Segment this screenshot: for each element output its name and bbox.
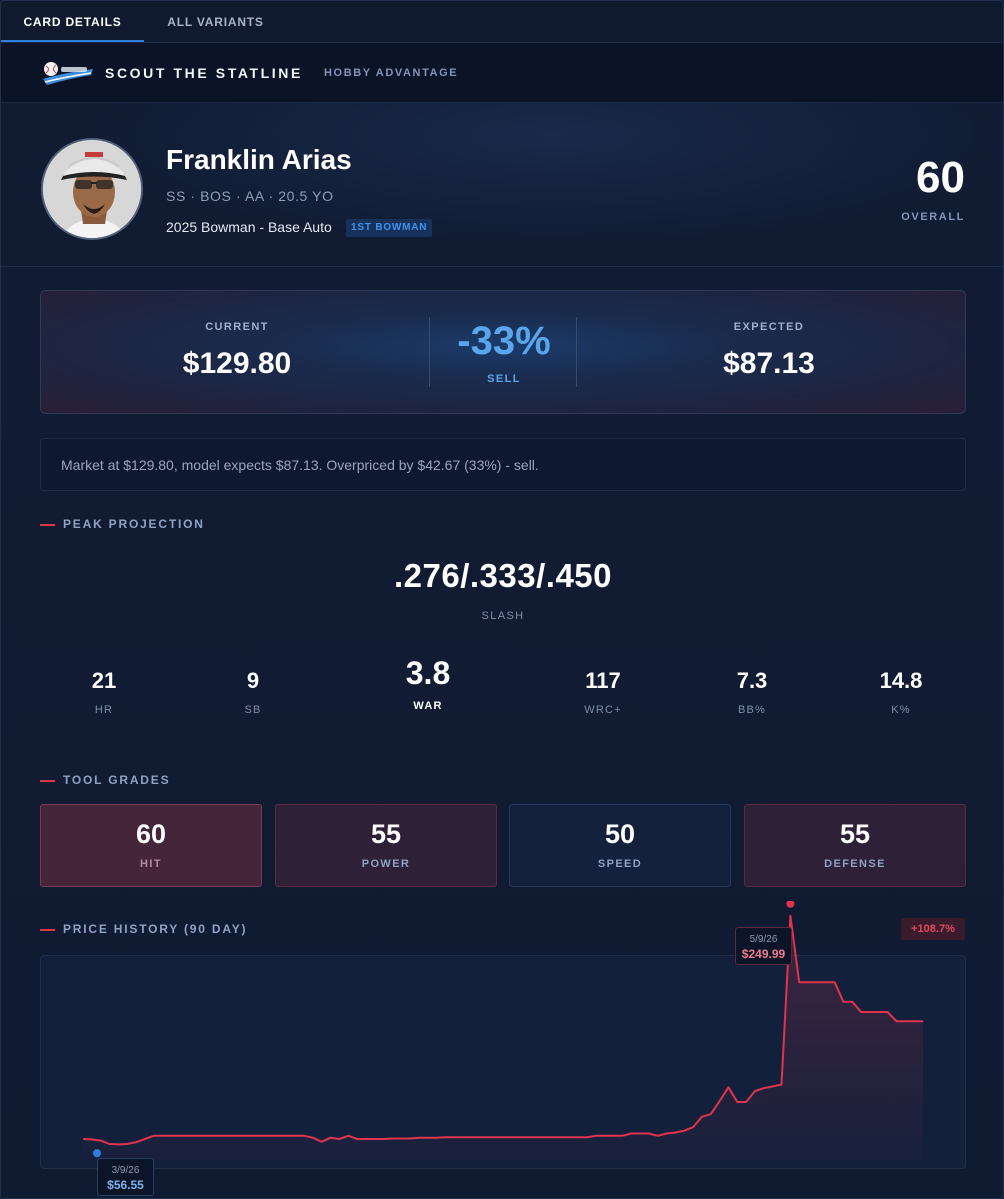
section-accent-bar: [40, 523, 55, 526]
card-name: 2025 Bowman - Base Auto: [166, 219, 332, 235]
tool-grade-hit: 60 HIT: [40, 804, 262, 887]
stat-value: 21: [91, 668, 117, 693]
stat-wrc-plus: 117 WRC+: [543, 668, 663, 716]
stat-label: BB%: [737, 704, 767, 716]
player-header: Franklin Arias SS · BOS · AA · 20.5 YO 2…: [1, 103, 1003, 267]
price-history-heading: PRICE HISTORY (90 DAY): [40, 922, 247, 936]
tool-grade-power: 55 POWER: [275, 804, 497, 887]
stat-value: 7.3: [736, 668, 768, 693]
expected-price-value: $87.13: [723, 347, 815, 380]
current-price-label: CURRENT: [205, 321, 269, 333]
peak-projection-heading: PEAK PROJECTION: [40, 517, 205, 531]
price-area-fill: [83, 915, 923, 1161]
brand-title: SCOUT THE STATLINE: [105, 65, 303, 81]
tool-grade-value: 55: [370, 819, 402, 849]
tool-grades-title: TOOL GRADES: [63, 773, 171, 787]
stat-label: WRC+: [584, 704, 622, 716]
section-accent-bar: [40, 928, 55, 931]
tab-bar: CARD DETAILS ALL VARIANTS: [1, 1, 1003, 43]
stat-bb-pct: 7.3 BB%: [692, 668, 812, 716]
price-history-title: PRICE HISTORY (90 DAY): [63, 922, 248, 936]
stat-sb: 9 SB: [193, 668, 313, 716]
tool-grade-speed: 50 SPEED: [509, 804, 731, 887]
divider: [429, 317, 430, 387]
tab-all-variants[interactable]: ALL VARIANTS: [167, 15, 264, 29]
tool-grade-value: 55: [839, 819, 871, 849]
high-price-tooltip: 5/9/26 $249.99: [735, 927, 792, 965]
tool-grade-label: HIT: [140, 858, 162, 870]
stat-label: SB: [244, 704, 262, 716]
tool-grade-label: POWER: [361, 858, 411, 870]
price-diff-percent: -33%: [457, 319, 551, 363]
price-change-badge: +108.7%: [901, 918, 965, 940]
player-name: Franklin Arias: [166, 144, 352, 175]
stat-label: HR: [94, 704, 114, 716]
tool-grade-value: 50: [604, 819, 636, 849]
low-price-tooltip: 3/9/26 $56.55: [97, 1158, 154, 1196]
stat-value: 117: [585, 668, 621, 693]
expected-price-label: EXPECTED: [733, 321, 805, 333]
tool-grades-heading: TOOL GRADES: [40, 773, 170, 787]
section-accent-bar: [40, 779, 55, 782]
tooltip-date: 5/9/26: [749, 934, 778, 945]
tool-grade-value: 60: [135, 819, 167, 849]
stat-value: 3.8: [405, 655, 451, 691]
slash-line-value: .276/.333/.450: [393, 557, 613, 594]
player-meta: SS · BOS · AA · 20.5 YO: [166, 188, 334, 204]
tooltip-price: $56.55: [107, 1178, 144, 1192]
divider: [576, 317, 577, 387]
stat-label: WAR: [413, 700, 443, 712]
stat-value: 14.8: [879, 668, 923, 693]
overall-score: 60: [916, 153, 965, 202]
tab-card-details[interactable]: CARD DETAILS: [23, 15, 122, 29]
low-price-marker[interactable]: [93, 1149, 101, 1158]
tool-grade-label: DEFENSE: [824, 858, 886, 870]
player-photo-icon: [43, 140, 141, 238]
active-tab-indicator: [1, 40, 144, 42]
stat-k-pct: 14.8 K%: [841, 668, 961, 716]
stat-label: K%: [891, 704, 911, 716]
high-price-marker[interactable]: [786, 901, 795, 908]
brand-subtitle: HOBBY ADVANTAGE: [324, 67, 459, 79]
price-line: [82, 914, 923, 1146]
peak-projection-title: PEAK PROJECTION: [63, 517, 205, 531]
tooltip-price: $249.99: [741, 947, 786, 961]
tooltip-date: 3/9/26: [111, 1165, 140, 1176]
overall-label: OVERALL: [901, 211, 965, 223]
valuation-panel: CURRENT $129.80 -33% SELL EXPECTED $87.1…: [40, 290, 966, 414]
price-history-chart[interactable]: [1, 901, 1004, 1199]
current-price-value: $129.80: [182, 347, 292, 380]
baseball-swoosh-logo-icon: [43, 62, 93, 85]
tool-grade-label: SPEED: [597, 858, 643, 870]
brand-bar: SCOUT THE STATLINE HOBBY ADVANTAGE: [1, 43, 1003, 103]
first-bowman-badge: 1ST BOWMAN: [346, 219, 433, 237]
stat-war: 3.8 WAR: [368, 655, 488, 712]
player-avatar: [41, 138, 143, 240]
stat-value: 9: [246, 668, 260, 693]
tool-grade-defense: 55 DEFENSE: [744, 804, 966, 887]
stat-hr: 21 HR: [44, 668, 164, 716]
slash-line-label: SLASH: [481, 610, 525, 622]
signal-label: SELL: [487, 373, 521, 385]
valuation-summary: Market at $129.80, model expects $87.13.…: [40, 438, 966, 491]
